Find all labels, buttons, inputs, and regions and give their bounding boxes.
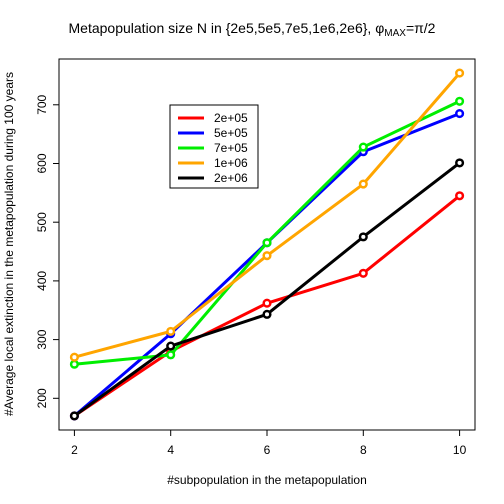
x-tick-label: 4 <box>167 443 174 457</box>
data-point <box>262 238 272 248</box>
chart-title-tail: =π/2 <box>406 20 436 36</box>
x-axis: 2 4 6 8 10 <box>71 430 467 457</box>
x-tick-label: 2 <box>71 443 78 457</box>
data-point <box>455 68 465 78</box>
legend-label: 7e+05 <box>214 141 248 155</box>
chart-title-phi: φ <box>375 20 384 36</box>
y-tick-label: 200 <box>35 388 49 408</box>
y-tick-label: 300 <box>35 329 49 349</box>
y-tick-label: 700 <box>35 94 49 114</box>
x-tick-label: 10 <box>453 443 467 457</box>
data-point <box>69 352 79 362</box>
data-point <box>262 251 272 261</box>
x-tick-label: 6 <box>264 443 271 457</box>
data-point <box>262 309 272 319</box>
y-tick-label: 600 <box>35 153 49 173</box>
series-2e+05 <box>69 191 465 421</box>
data-point <box>262 298 272 308</box>
chart-title-main: Metapopulation size N in {2e5,5e5,7e5,1e… <box>69 20 376 36</box>
chart-title-subscript: MAX <box>384 28 406 39</box>
legend-label: 2e+05 <box>214 111 248 125</box>
data-point <box>455 96 465 106</box>
series-layer <box>69 68 465 421</box>
data-point <box>455 158 465 168</box>
y-tick-label: 500 <box>35 212 49 232</box>
data-point <box>358 232 368 242</box>
legend-label: 2e+06 <box>214 171 248 185</box>
x-axis-title: #subpopulation in the metapopulation <box>167 473 367 487</box>
chart-title: Metapopulation size N in {2e5,5e5,7e5,1e… <box>69 20 436 39</box>
series-1e+06 <box>69 68 465 362</box>
data-point <box>358 179 368 189</box>
data-point <box>166 341 176 351</box>
y-axis: 200 300 400 500 600 700 <box>35 94 59 408</box>
series-7e+05 <box>69 96 465 369</box>
series-5e+05 <box>69 109 465 421</box>
data-point <box>69 359 79 369</box>
y-tick-label: 400 <box>35 271 49 291</box>
y-axis-title: #Average local extinction in the metapop… <box>2 72 16 416</box>
data-point <box>166 350 176 360</box>
series-line <box>73 112 461 418</box>
data-point <box>166 326 176 336</box>
data-point <box>455 109 465 119</box>
series-2e+06 <box>69 158 465 421</box>
data-point <box>69 411 79 421</box>
data-point <box>455 191 465 201</box>
data-point <box>358 268 368 278</box>
legend-label: 1e+06 <box>214 156 248 170</box>
x-tick-label: 8 <box>360 443 367 457</box>
legend-label: 5e+05 <box>214 126 248 140</box>
data-point <box>358 142 368 152</box>
